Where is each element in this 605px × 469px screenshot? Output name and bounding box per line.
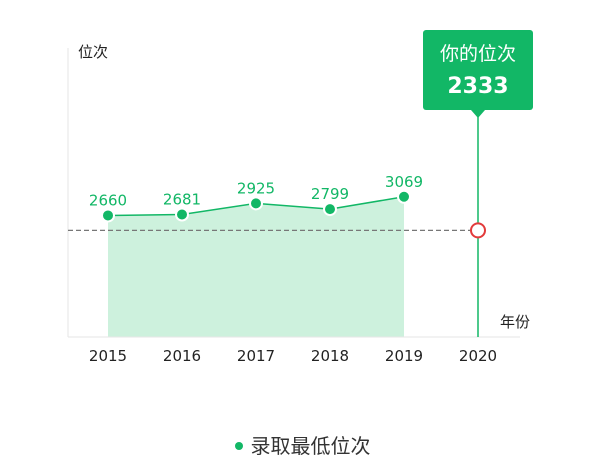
data-label-2015: 2660 xyxy=(89,191,127,209)
x-tick-2016: 2016 xyxy=(163,347,201,365)
series-area xyxy=(108,196,404,337)
legend-dot-icon xyxy=(234,441,243,450)
data-point-2018 xyxy=(323,202,337,217)
x-axis-title: 年份 xyxy=(500,313,530,331)
reference-marker xyxy=(470,222,486,239)
callout-box xyxy=(423,30,533,110)
x-tick-2015: 2015 xyxy=(89,347,127,365)
data-label-2019: 3069 xyxy=(385,173,423,191)
x-tick-2018: 2018 xyxy=(311,347,349,365)
y-axis-title: 位次 xyxy=(78,43,108,61)
legend-label: 录取最低位次 xyxy=(250,434,371,458)
data-point-2015 xyxy=(101,208,115,223)
data-point-2019 xyxy=(397,189,411,204)
data-label-2018: 2799 xyxy=(311,185,349,203)
x-tick-2020: 2020 xyxy=(459,347,497,365)
plot-area: 2660 2681 2925 2799 3069 2015 2016 2017 2018 2019… xyxy=(67,30,533,365)
data-point-2017 xyxy=(249,196,263,211)
callout-value: 2333 xyxy=(447,74,508,99)
x-tick-2017: 2017 xyxy=(237,347,275,365)
x-tick-2019: 2019 xyxy=(385,347,423,365)
callout-pointer xyxy=(471,110,485,118)
legend[interactable]: 录取最低位次 xyxy=(0,430,605,459)
data-label-2016: 2681 xyxy=(163,190,201,208)
data-point-2016 xyxy=(175,207,189,222)
callout-title: 你的位次 xyxy=(440,43,516,65)
data-label-2017: 2925 xyxy=(237,179,275,197)
